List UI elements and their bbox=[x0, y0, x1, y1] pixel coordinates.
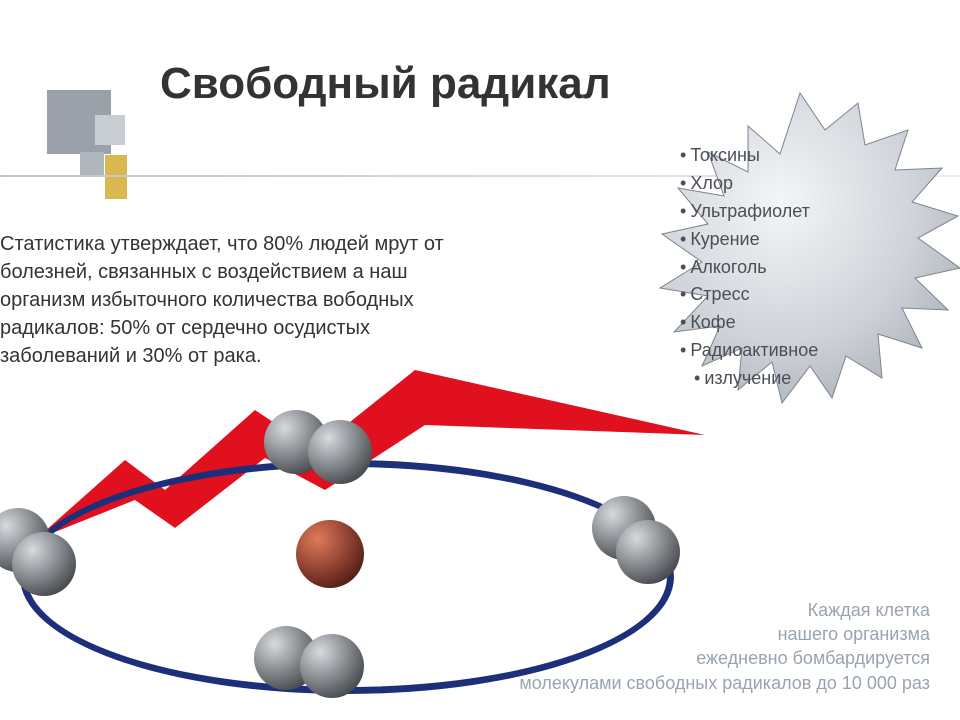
cause-item: Радиоактивное bbox=[680, 337, 930, 365]
cause-item: Кофе bbox=[680, 309, 930, 337]
cause-item: Алкоголь bbox=[680, 254, 930, 282]
deco-square-mid bbox=[95, 115, 125, 145]
nucleus-sphere bbox=[296, 520, 364, 588]
deco-square-small bbox=[80, 152, 104, 176]
cause-item: Токсины bbox=[680, 142, 930, 170]
cause-item-sub: излучение bbox=[680, 365, 930, 393]
footer-note: Каждая клетканашего организмаежедневно б… bbox=[450, 598, 930, 695]
electron-sphere bbox=[308, 420, 372, 484]
slide-title: Свободный радикал bbox=[160, 59, 611, 109]
cause-item: Ультрафиолет bbox=[680, 198, 930, 226]
cause-item: Стресс bbox=[680, 281, 930, 309]
electron-sphere bbox=[300, 634, 364, 698]
cause-item: Курение bbox=[680, 226, 930, 254]
causes-list: Токсины Хлор Ультрафиолет Курение Алкого… bbox=[680, 142, 930, 393]
electron-sphere bbox=[616, 520, 680, 584]
electron-sphere bbox=[12, 532, 76, 596]
cause-item: Хлор bbox=[680, 170, 930, 198]
deco-square-yellow bbox=[105, 155, 127, 199]
